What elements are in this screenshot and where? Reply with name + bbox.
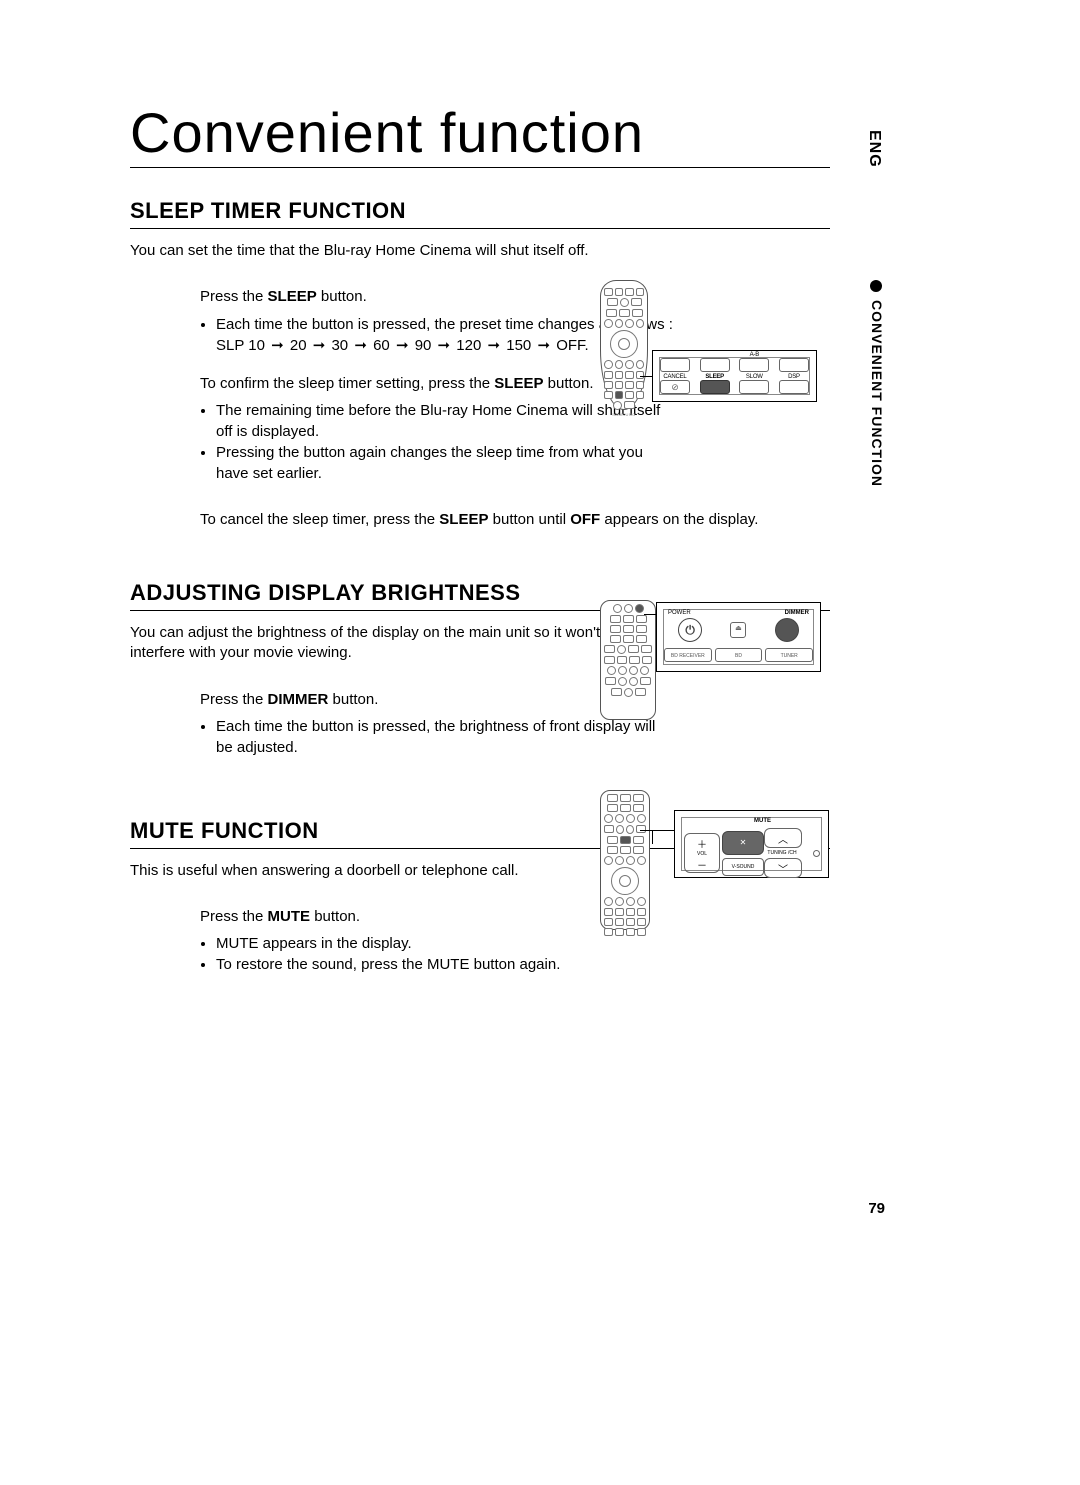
text: button. xyxy=(328,691,378,708)
sleep-step1: Press the SLEEP button. xyxy=(130,287,660,307)
arrow-icon: ➞ xyxy=(396,337,409,354)
sleep-intro: You can set the time that the Blu-ray Ho… xyxy=(130,241,830,261)
key-label-mute: MUTE xyxy=(754,818,771,824)
source-button: TUNER xyxy=(765,648,813,662)
text: button. xyxy=(317,288,367,305)
brightness-step1: Press the DIMMER button. xyxy=(130,690,660,710)
vsound-button: V-SOUND xyxy=(722,858,764,876)
vol-button: ＋ VOL － xyxy=(684,833,720,873)
key-label-dimmer: DIMMER xyxy=(785,610,809,616)
mute-bullet2: To restore the sound, press the MUTE but… xyxy=(216,954,676,975)
text: To cancel the sleep timer, press the xyxy=(200,511,439,528)
brightness-bullet1: Each time the button is pressed, the bri… xyxy=(216,716,676,758)
arrow-icon: ➞ xyxy=(271,337,284,354)
diagram-sleep-remote: SAMSUNG A-B CANCEL SLEEP SLOW DSP xyxy=(600,280,830,420)
text: 150 xyxy=(506,337,531,354)
bold-text: SLEEP xyxy=(268,288,317,305)
remote-icon: SAMSUNG xyxy=(600,280,648,410)
text: 120 xyxy=(456,337,481,354)
text: Press the xyxy=(200,691,268,708)
bold-text: SLEEP xyxy=(494,375,543,392)
sleep-step3: To cancel the sleep timer, press the SLE… xyxy=(130,510,830,530)
language-tag: ENG xyxy=(865,130,885,173)
section-heading-sleep: SLEEP TIMER FUNCTION xyxy=(130,198,830,229)
arrow-icon: ➞ xyxy=(354,337,367,354)
mute-bullet1: MUTE appears in the display. xyxy=(216,933,676,954)
slp-sequence: SLP 10 ➞ 20 ➞ 30 ➞ 60 ➞ 90 ➞ 120 ➞ 150 ➞… xyxy=(216,337,589,354)
remote-icon xyxy=(600,600,656,720)
arrow-icon: ➞ xyxy=(313,337,326,354)
brightness-intro: You can adjust the brightness of the dis… xyxy=(130,623,630,664)
mute-icon: ✕ xyxy=(722,831,764,855)
text: appears in the display. xyxy=(259,935,412,952)
arrow-icon: ➞ xyxy=(537,337,550,354)
mute-step1: Press the MUTE button. xyxy=(130,907,660,927)
text: 90 xyxy=(415,337,432,354)
language-code: ENG xyxy=(865,130,883,168)
power-icon: ⏻ xyxy=(678,618,702,642)
text: Press the xyxy=(200,908,268,925)
source-button: BD xyxy=(715,648,763,662)
callout-box: MUTE ＋ VOL － ✕ V-SOUND ︿ TUNING /CH ﹀ xyxy=(674,810,829,878)
diagram-mute-remote: MUTE ＋ VOL － ✕ V-SOUND ︿ TUNING /CH ﹀ xyxy=(600,790,835,935)
text: 20 xyxy=(290,337,307,354)
page-number: 79 xyxy=(868,1200,885,1217)
text: 60 xyxy=(373,337,390,354)
text: 30 xyxy=(331,337,348,354)
side-bullet xyxy=(870,280,882,292)
text: button. xyxy=(310,908,360,925)
sleep-bullet2b: Pressing the button again changes the sl… xyxy=(216,442,676,484)
remote-icon xyxy=(600,790,650,930)
source-button: BD RECEIVER xyxy=(664,648,712,662)
plus-icon: ＋ xyxy=(697,836,707,851)
bold-text: MUTE xyxy=(427,956,470,973)
text: button until xyxy=(488,511,570,528)
side-section-label: CONVENIENT FUNCTION xyxy=(869,300,885,487)
key-label: TUNING /CH xyxy=(764,850,800,856)
bold-text: MUTE xyxy=(216,935,259,952)
brand-label: SAMSUNG xyxy=(604,412,644,417)
text: button again. xyxy=(469,956,560,973)
sleep-step2: To confirm the sleep timer setting, pres… xyxy=(130,374,660,394)
text: SLP 10 xyxy=(216,337,269,354)
text: To confirm the sleep timer setting, pres… xyxy=(200,375,494,392)
bold-text: OFF xyxy=(570,511,600,528)
bold-text: DIMMER xyxy=(268,691,329,708)
text: OFF. xyxy=(556,337,589,354)
eject-icon: ⏏ xyxy=(730,622,746,638)
text: appears on the display. xyxy=(600,511,758,528)
chevron-down-icon: ﹀ xyxy=(764,858,802,878)
bold-text: MUTE xyxy=(268,908,311,925)
minus-icon: － xyxy=(697,857,707,872)
arrow-icon: ➞ xyxy=(488,337,501,354)
key-label: POWER xyxy=(668,610,691,616)
text: To restore the sound, press the xyxy=(216,956,427,973)
page-title: Convenient function xyxy=(130,100,830,168)
arrow-icon: ➞ xyxy=(438,337,451,354)
dimmer-icon xyxy=(775,618,799,642)
text: button. xyxy=(543,375,593,392)
bold-text: SLEEP xyxy=(439,511,488,528)
callout-box: A-B CANCEL SLEEP SLOW DSP xyxy=(652,350,817,402)
diagram-dimmer-remote: POWER DIMMER ⏻ ⏏ BD RECEIVER BD TUNER xyxy=(600,600,830,720)
chevron-up-icon: ︿ xyxy=(764,828,802,848)
text: Press the xyxy=(200,288,268,305)
callout-box: POWER DIMMER ⏻ ⏏ BD RECEIVER BD TUNER xyxy=(656,602,821,672)
indicator-dot-icon xyxy=(813,850,820,857)
